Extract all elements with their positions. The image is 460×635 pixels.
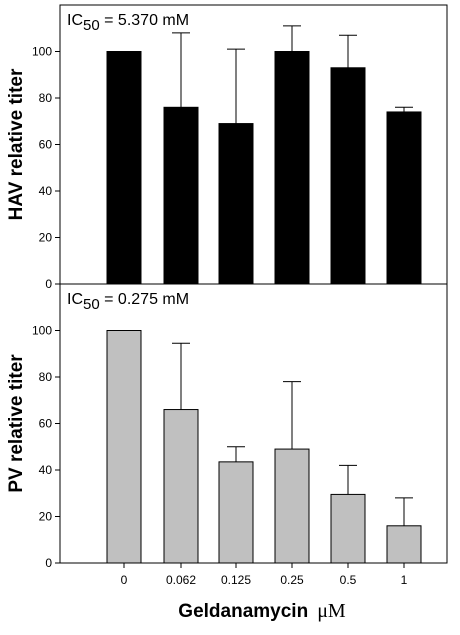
pv-y-tick-label: 100 (32, 324, 52, 338)
pv-ic50-value: = 0.275 mM (100, 291, 189, 308)
hav-ic50-subscript: 50 (83, 17, 100, 34)
hav-bar-4 (330, 67, 366, 285)
hav-bar-0 (106, 51, 142, 285)
x-tick-label: 0.25 (280, 573, 304, 587)
pv-ic50-annotation: IC50 = 0.275 mM (67, 291, 189, 313)
hav-bar-2 (218, 123, 254, 285)
hav-ic50-value: = 5.370 mM (100, 12, 189, 29)
pv-ic50-prefix: IC (67, 291, 83, 308)
pv-bar-5 (386, 525, 422, 564)
hav-y-tick-label: 100 (32, 45, 52, 59)
hav-ic50-prefix: IC (67, 12, 83, 29)
pv-bar-4 (330, 493, 366, 564)
pv-panel: 0 20 40 60 80 100 IC50 = 0.275 mM PV relative t… (6, 283, 448, 570)
pv-bar-1 (163, 409, 199, 564)
hav-bar-3 (274, 51, 310, 285)
x-axis-title-text: Geldanamycin (178, 601, 308, 622)
pv-bar-3 (274, 448, 310, 564)
pv-bar-2 (218, 461, 254, 564)
pv-y-tick-label: 60 (39, 417, 53, 431)
hav-y-tick-label: 60 (39, 138, 53, 152)
hav-ic50-annotation: IC50 = 5.370 mM (67, 12, 189, 34)
pv-y-tick-label: 0 (45, 556, 52, 570)
x-axis: 0 0.062 0.125 0.25 0.5 1 (121, 563, 408, 587)
pv-ic50-subscript: 50 (83, 296, 100, 313)
x-tick-label: 0.5 (340, 573, 357, 587)
x-tick-label: 1 (401, 573, 408, 587)
x-axis-title-unit: μM (317, 600, 346, 622)
pv-y-axis-title: PV relative titer (6, 354, 27, 493)
pv-y-tick-label: 20 (39, 510, 53, 524)
hav-y-axis-title: HAV relative titer (6, 68, 27, 220)
hav-y-tick-label: 80 (39, 91, 53, 105)
hav-y-tick-label: 0 (45, 277, 52, 291)
x-tick-label: 0.125 (221, 573, 251, 587)
x-tick-label: 0.062 (166, 573, 196, 587)
pv-bar-0 (106, 330, 142, 564)
hav-bar-5 (386, 111, 422, 285)
pv-y-tick-label: 80 (39, 370, 53, 384)
x-tick-label: 0 (121, 573, 128, 587)
hav-y-tick-label: 20 (39, 231, 53, 245)
hav-bar-1 (163, 106, 199, 285)
pv-y-tick-label: 40 (39, 463, 53, 477)
hav-y-tick-label: 40 (39, 184, 53, 198)
hav-panel: 0 20 40 60 80 100 IC50 = 5.370 mM HAV relative … (6, 4, 448, 291)
x-axis-title: Geldanamycin μM (178, 600, 346, 622)
